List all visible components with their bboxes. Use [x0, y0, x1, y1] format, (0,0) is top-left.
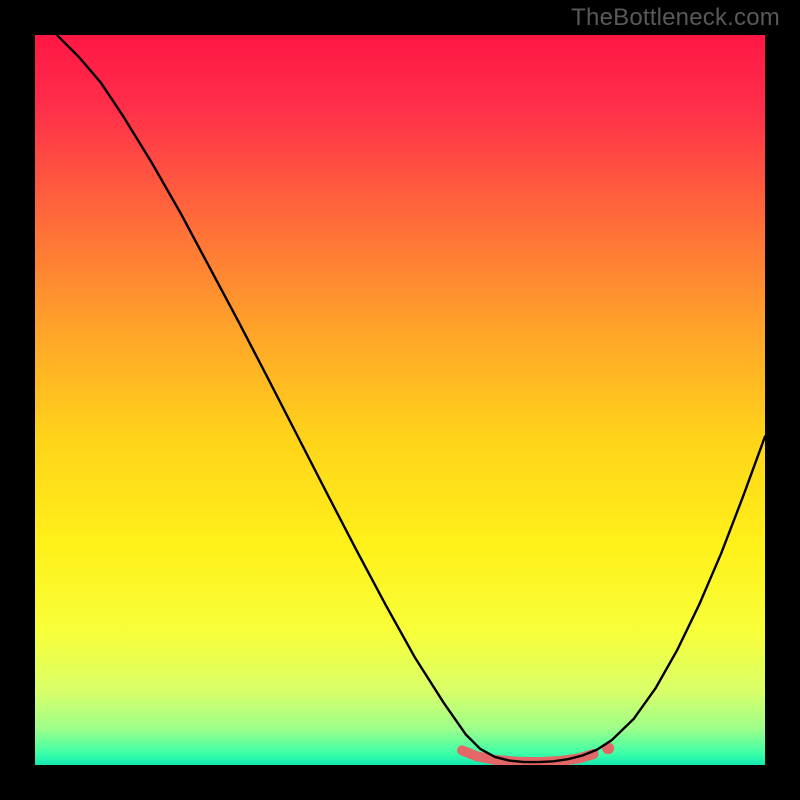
bottleneck-chart [35, 35, 765, 765]
watermark-text: TheBottleneck.com [571, 4, 780, 32]
chart-background [35, 35, 765, 765]
